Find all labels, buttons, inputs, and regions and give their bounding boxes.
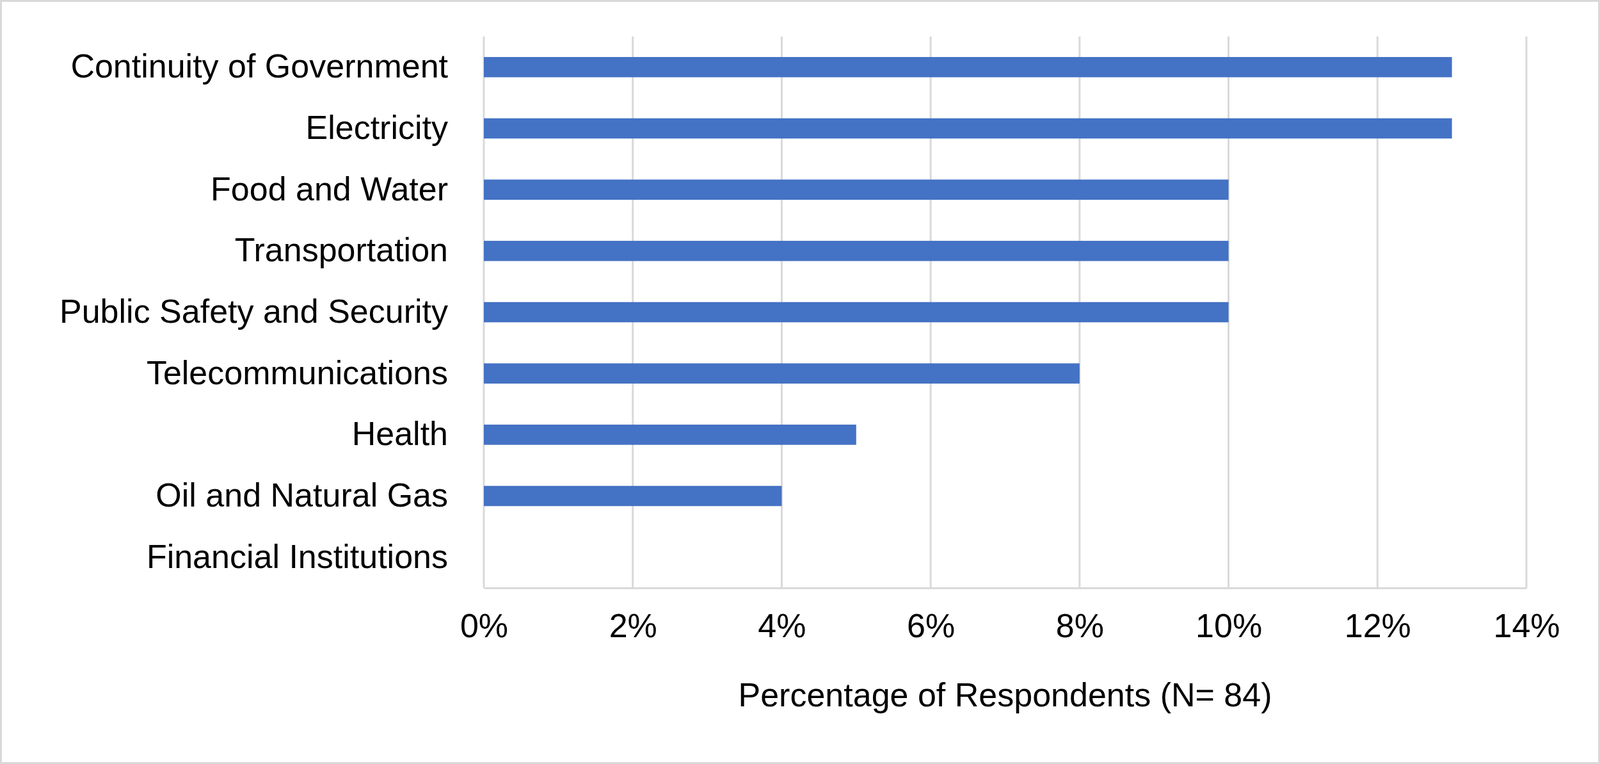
bar	[483, 179, 1229, 200]
y-tick: Health	[352, 414, 484, 452]
x-tick-label: 12%	[1344, 606, 1412, 644]
grid-line	[1525, 36, 1528, 588]
x-tick-label: 14%	[1493, 606, 1560, 644]
x-tick: 6%	[906, 587, 955, 644]
y-tick-label: Health	[352, 414, 448, 452]
x-tick: 2%	[609, 587, 658, 644]
x-tick-label: 10%	[1195, 606, 1263, 644]
x-tick-label: 2%	[609, 606, 658, 644]
y-tick: Telecommunications	[146, 353, 484, 392]
x-tick: 10%	[1195, 587, 1263, 644]
bar	[483, 56, 1453, 78]
y-tick: Oil and Natural Gas	[155, 476, 484, 514]
chart-border	[1, 1, 1600, 763]
y-tick-label: Oil and Natural Gas	[155, 476, 448, 514]
y-tick-label: Public Safety and Security	[59, 292, 448, 330]
x-tick: 0%	[460, 587, 509, 644]
y-tick-label: Food and Water	[210, 170, 448, 208]
chart: 0% 2% 4% 6% 8% 10% 12% 14% Continuity of Governm…	[0, 0, 1600, 764]
x-axis-line	[484, 586, 1528, 589]
y-tick-label: Electricity	[305, 108, 448, 146]
y-tick-label: Transportation	[234, 231, 448, 269]
bar	[483, 485, 782, 507]
y-tick-label: Financial Institutions	[146, 537, 448, 575]
bar	[483, 302, 1229, 323]
bar	[483, 546, 485, 568]
y-tick: Public Safety and Security	[59, 292, 484, 330]
x-axis: 0% 2% 4% 6% 8% 10% 12% 14%	[460, 587, 1561, 644]
x-tick-label: 8%	[1056, 606, 1104, 644]
y-tick: Transportation	[234, 231, 484, 269]
x-axis-title: Percentage of Respondents (N= 84)	[738, 675, 1273, 713]
y-tick-label: Telecommunications	[146, 353, 448, 392]
x-tick: 14%	[1493, 587, 1560, 644]
bar	[483, 118, 1453, 139]
y-tick: Food and Water	[210, 170, 484, 208]
x-tick-label: 6%	[906, 606, 955, 644]
grid	[483, 36, 1527, 588]
x-tick: 4%	[757, 587, 806, 644]
y-tick-label: Continuity of Government	[70, 47, 448, 85]
y-tick: Continuity of Government	[70, 47, 484, 85]
y-axis: Continuity of Government Electricity Food …	[59, 47, 484, 575]
bar	[483, 362, 1080, 384]
bars	[483, 56, 1453, 506]
bar	[483, 424, 857, 445]
x-tick: 12%	[1344, 587, 1412, 644]
bar	[483, 240, 1229, 262]
x-tick-label: 0%	[460, 606, 509, 644]
y-tick: Electricity	[305, 108, 484, 146]
x-tick-label: 4%	[757, 606, 806, 644]
x-tick: 8%	[1056, 587, 1104, 644]
y-tick: Financial Institutions	[146, 537, 484, 575]
